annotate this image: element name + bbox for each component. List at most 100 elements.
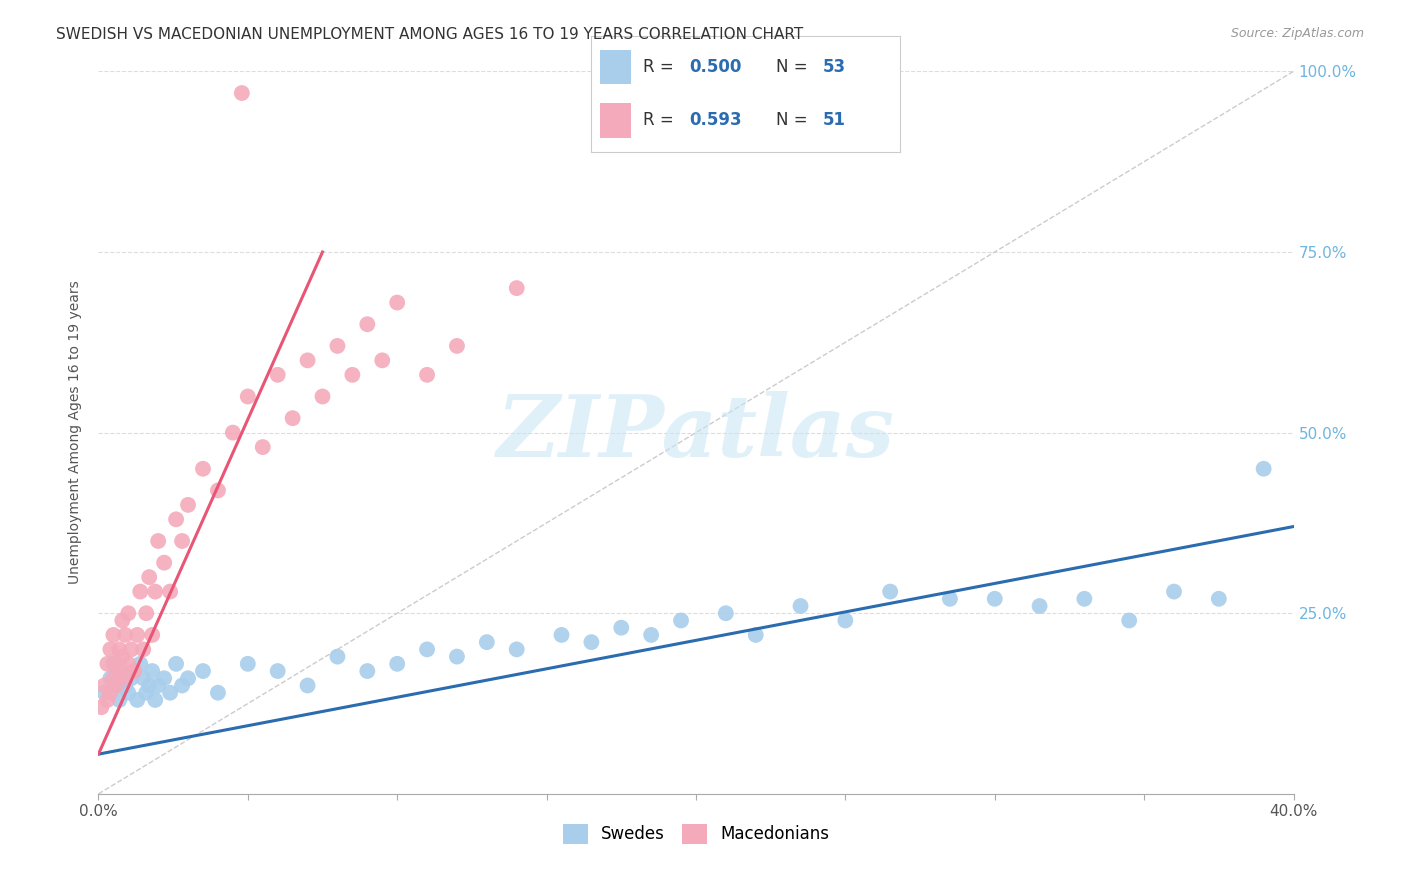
Point xyxy=(159,584,181,599)
Point xyxy=(127,628,149,642)
Point xyxy=(416,642,439,657)
Point xyxy=(297,353,319,368)
Point xyxy=(165,657,187,671)
FancyBboxPatch shape xyxy=(600,103,631,137)
Point xyxy=(371,353,394,368)
Point xyxy=(105,678,128,692)
Point xyxy=(108,664,131,678)
Text: R =: R = xyxy=(643,58,679,76)
Point xyxy=(177,671,200,685)
Point xyxy=(640,628,662,642)
Point xyxy=(120,642,142,657)
Point xyxy=(96,693,118,707)
Point xyxy=(132,642,155,657)
Point xyxy=(385,295,409,310)
Point xyxy=(148,678,170,692)
Point xyxy=(172,678,194,692)
Point xyxy=(207,483,229,498)
Point xyxy=(165,512,187,526)
Point xyxy=(111,664,134,678)
Point xyxy=(172,533,194,548)
Point xyxy=(103,657,125,671)
FancyBboxPatch shape xyxy=(600,50,631,85)
Point xyxy=(446,339,468,353)
Point xyxy=(120,671,142,685)
Point xyxy=(252,440,274,454)
Point xyxy=(117,607,139,621)
Point xyxy=(117,657,139,671)
Point xyxy=(191,462,214,476)
Point xyxy=(236,389,259,403)
Text: 53: 53 xyxy=(823,58,845,76)
Point xyxy=(153,556,176,570)
Point xyxy=(267,368,290,382)
Point xyxy=(127,693,149,707)
Point xyxy=(356,664,378,678)
Point xyxy=(138,678,160,692)
Point xyxy=(475,635,498,649)
Text: ZIPatlas: ZIPatlas xyxy=(496,391,896,475)
Point xyxy=(745,628,768,642)
Point xyxy=(236,657,259,671)
Point xyxy=(1163,584,1185,599)
Point xyxy=(342,368,364,382)
Point xyxy=(984,591,1007,606)
Point xyxy=(135,686,157,700)
Text: R =: R = xyxy=(643,112,679,129)
Point xyxy=(714,607,737,621)
Text: N =: N = xyxy=(776,112,813,129)
Point xyxy=(148,533,170,548)
Point xyxy=(385,657,409,671)
Point xyxy=(114,628,136,642)
Text: 0.593: 0.593 xyxy=(689,112,742,129)
Point xyxy=(416,368,439,382)
Point xyxy=(326,649,349,664)
Point xyxy=(207,686,229,700)
Point xyxy=(138,570,160,584)
Point xyxy=(114,671,136,685)
Point xyxy=(93,686,115,700)
Point xyxy=(108,642,131,657)
Point xyxy=(311,389,333,403)
Point xyxy=(98,642,122,657)
Point xyxy=(103,628,125,642)
Point xyxy=(103,671,125,685)
Point xyxy=(789,599,811,613)
Point xyxy=(143,584,166,599)
Point xyxy=(153,671,176,685)
Point xyxy=(669,614,692,628)
Point xyxy=(114,678,136,692)
Point xyxy=(111,614,134,628)
Text: SWEDISH VS MACEDONIAN UNEMPLOYMENT AMONG AGES 16 TO 19 YEARS CORRELATION CHART: SWEDISH VS MACEDONIAN UNEMPLOYMENT AMONG… xyxy=(56,27,803,42)
Point xyxy=(124,664,146,678)
Point xyxy=(96,657,118,671)
Point xyxy=(105,678,128,692)
Point xyxy=(191,664,214,678)
Point xyxy=(231,86,253,100)
Text: 0.500: 0.500 xyxy=(689,58,742,76)
Point xyxy=(1253,462,1275,476)
Point xyxy=(834,614,856,628)
Point xyxy=(879,584,901,599)
Point xyxy=(143,693,166,707)
Point xyxy=(105,657,128,671)
Point xyxy=(129,657,152,671)
Point xyxy=(90,700,112,714)
Point xyxy=(446,649,468,664)
Text: Source: ZipAtlas.com: Source: ZipAtlas.com xyxy=(1230,27,1364,40)
Point xyxy=(506,642,529,657)
Point xyxy=(141,664,163,678)
Point xyxy=(1118,614,1140,628)
Point xyxy=(129,584,152,599)
Point xyxy=(939,591,962,606)
Point xyxy=(1028,599,1050,613)
Point xyxy=(550,628,572,642)
Legend: Swedes, Macedonians: Swedes, Macedonians xyxy=(557,817,835,851)
Point xyxy=(356,318,378,332)
Point xyxy=(177,498,200,512)
Point xyxy=(222,425,245,440)
Point xyxy=(581,635,603,649)
Point xyxy=(98,686,122,700)
Point xyxy=(159,686,181,700)
Point xyxy=(108,693,131,707)
